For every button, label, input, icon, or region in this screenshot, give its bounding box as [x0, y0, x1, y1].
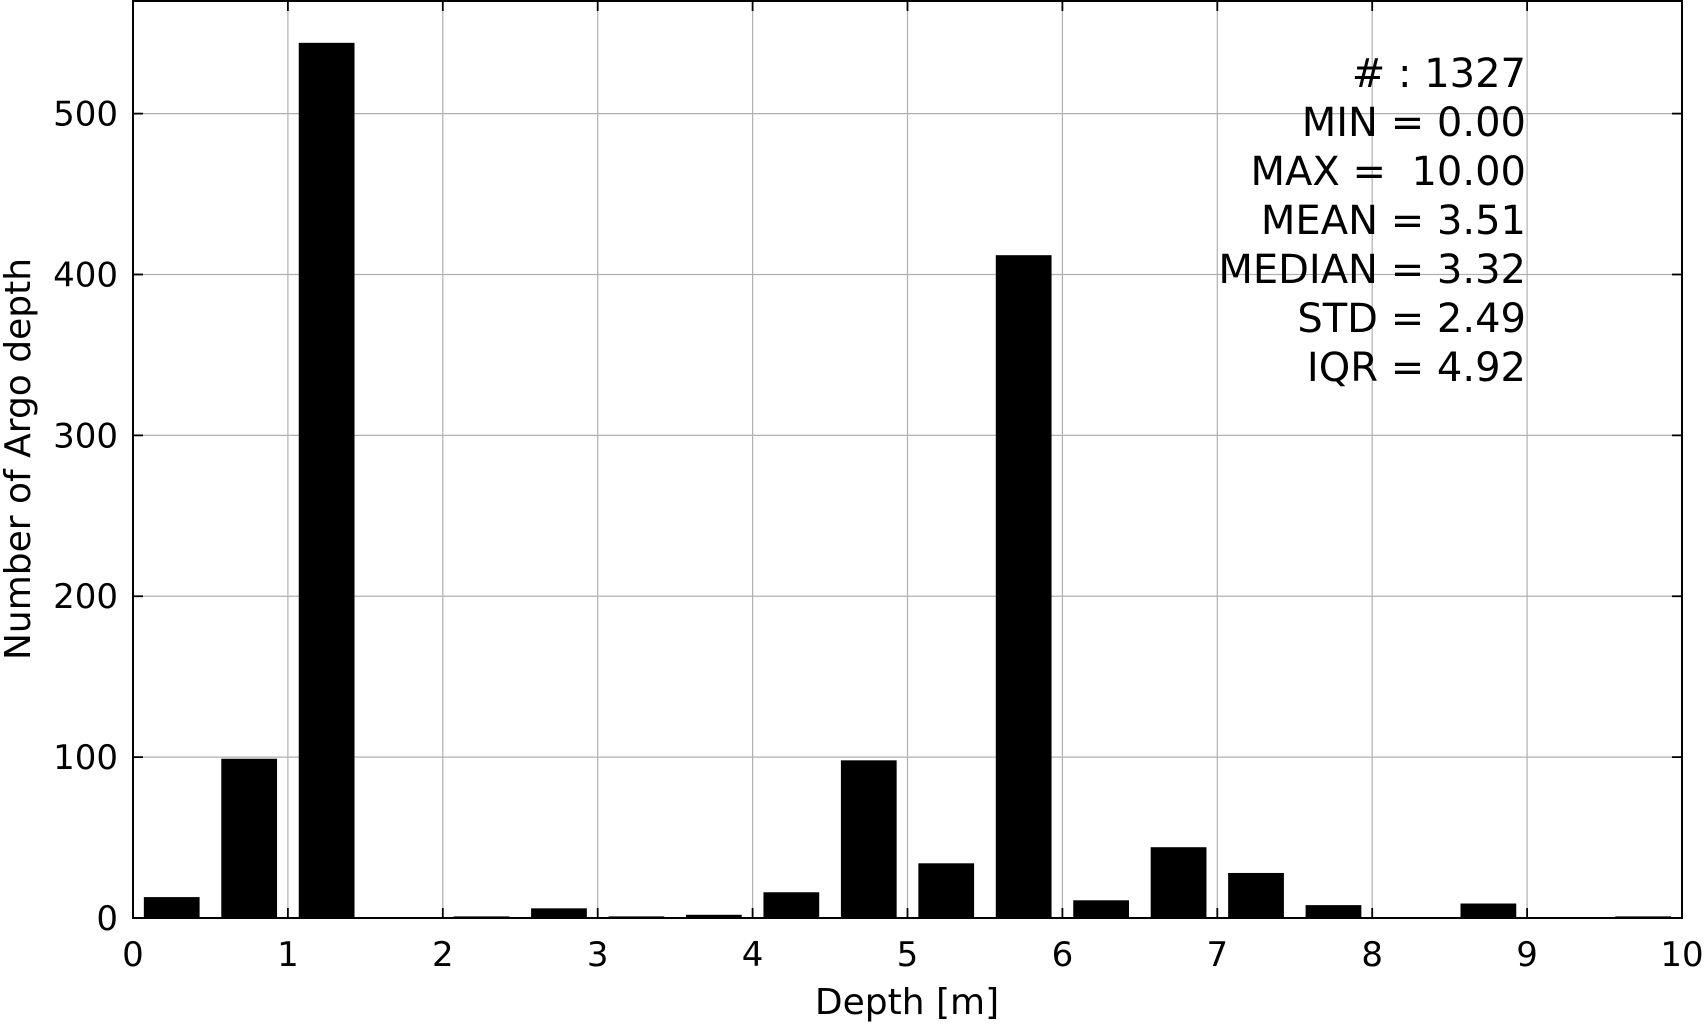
x-tick-label: 8 — [1361, 935, 1383, 975]
x-tick-label: 9 — [1516, 935, 1538, 975]
x-tick-label: 4 — [742, 935, 764, 975]
x-tick-label: 3 — [587, 935, 609, 975]
stat-line: STD = 2.49 — [1297, 296, 1526, 342]
y-tick-label: 100 — [53, 738, 118, 778]
histogram-bar — [531, 908, 587, 918]
histogram-bar — [298, 42, 355, 919]
x-tick-labels: 0 1 2 3 4 5 6 7 8 9 10 — [122, 935, 1703, 975]
bars — [143, 42, 1672, 919]
stat-line: MEDIAN = 3.32 — [1218, 247, 1526, 293]
y-axis-label: Number of Argo depth — [0, 258, 39, 660]
stat-line: # : 1327 — [1352, 51, 1526, 97]
stat-line: MIN = 0.00 — [1302, 100, 1526, 146]
stat-line: MAX = 10.00 — [1251, 149, 1526, 195]
histogram-bar — [918, 863, 975, 918]
stat-line: IQR = 4.92 — [1307, 345, 1526, 391]
y-tick-labels: 0 100 200 300 400 500 — [53, 95, 118, 939]
histogram-bar — [1150, 847, 1207, 918]
y-tick-label: 400 — [53, 255, 118, 295]
plot-frame — [132, 0, 1683, 919]
x-axis-label: Depth [m] — [815, 982, 999, 1023]
y-tick-label: 200 — [53, 577, 118, 617]
x-tick-label: 1 — [277, 935, 299, 975]
y-tick-label: 500 — [53, 95, 118, 135]
histogram-bar — [840, 760, 897, 918]
histogram-bar — [221, 758, 278, 918]
x-tick-label: 5 — [897, 935, 919, 975]
x-tick-label: 2 — [432, 935, 454, 975]
histogram-bar — [995, 255, 1052, 918]
y-tick-label: 0 — [96, 899, 118, 939]
histogram-bar — [1460, 903, 1517, 918]
histogram-bar — [685, 914, 742, 918]
histogram-bar — [763, 892, 820, 918]
x-tick-label: 0 — [122, 935, 144, 975]
x-tick-label: 7 — [1206, 935, 1228, 975]
histogram-bar — [1305, 905, 1362, 918]
y-tick-label: 300 — [53, 416, 118, 456]
x-tick-label: 6 — [1052, 935, 1074, 975]
stat-line: MEAN = 3.51 — [1261, 198, 1526, 244]
x-tick-label: 10 — [1660, 935, 1703, 975]
histogram-bar — [143, 897, 200, 918]
histogram-bar — [1073, 900, 1130, 918]
histogram-bar — [1228, 872, 1284, 918]
